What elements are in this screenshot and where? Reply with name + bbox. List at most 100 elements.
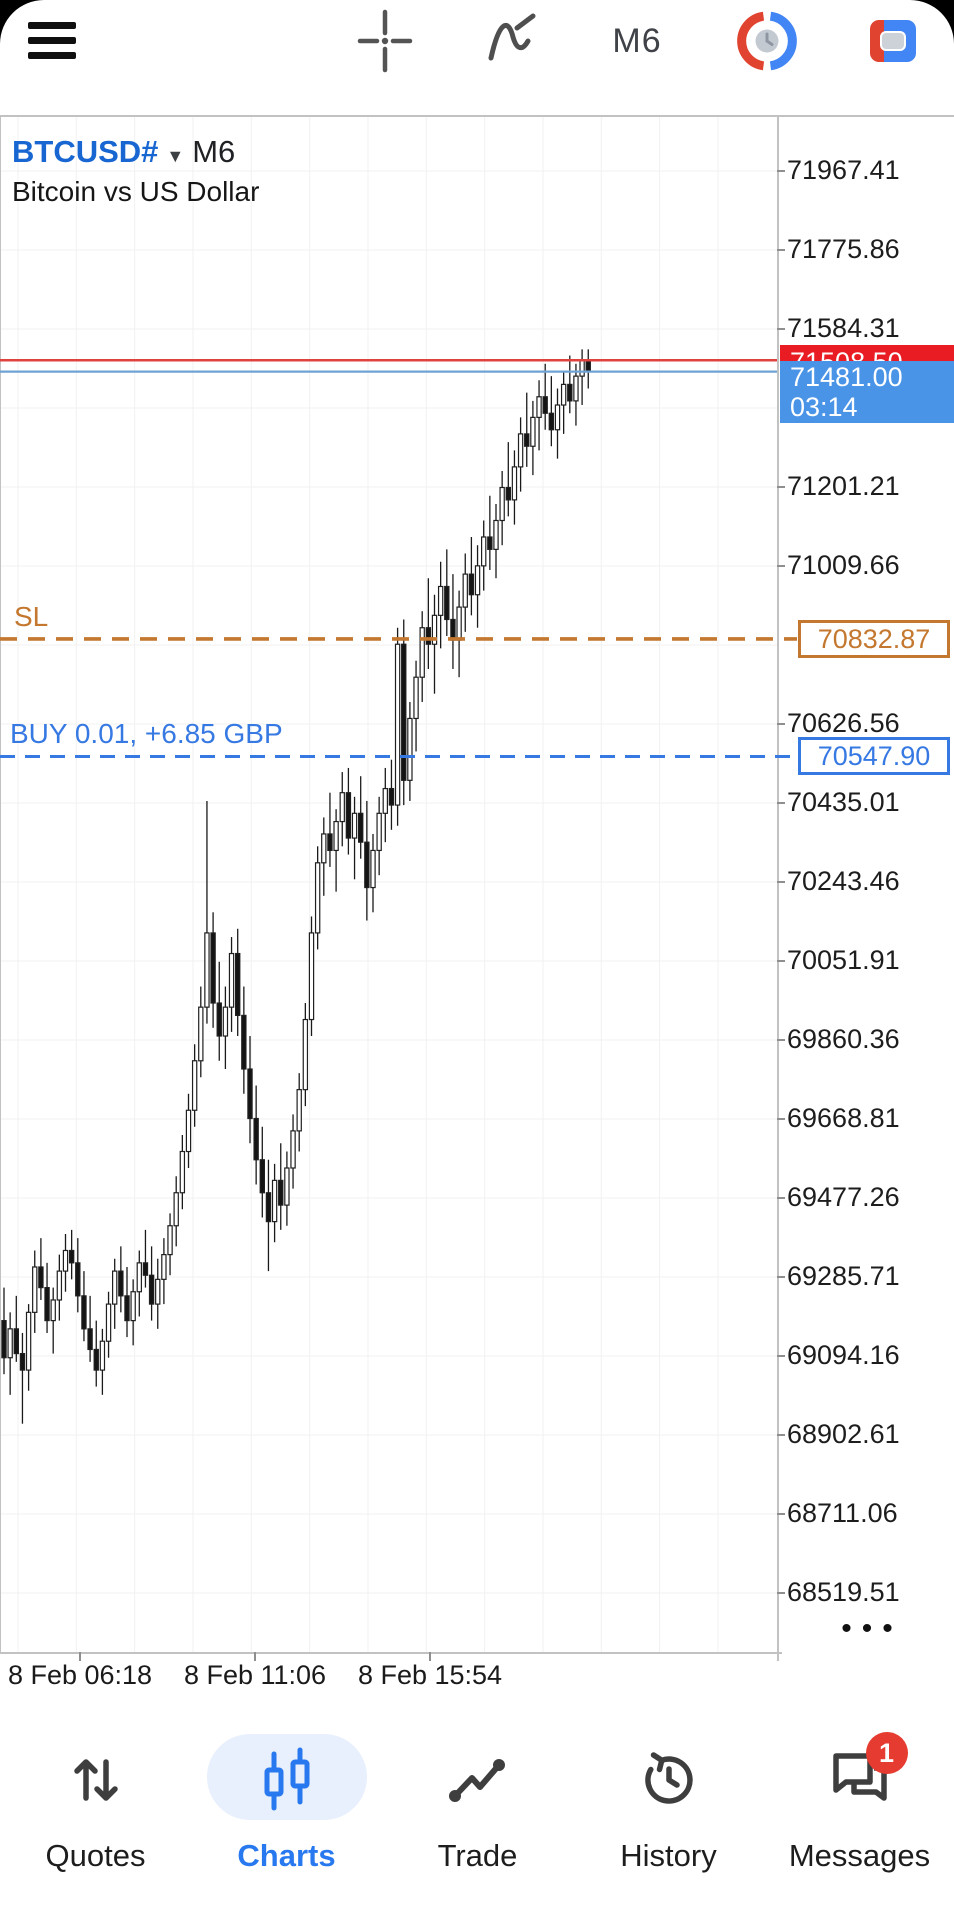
price-axis-label: 69477.26: [787, 1182, 900, 1212]
candle-body: [560, 383, 567, 406]
candle-body: [62, 1249, 69, 1272]
candle-body: [444, 585, 450, 621]
candle-body: [247, 1068, 253, 1120]
candle-body: [99, 1340, 106, 1371]
indicators-icon: [480, 9, 544, 73]
chart-frame-top: [0, 115, 954, 117]
candle-body: [462, 573, 468, 608]
candle-body: [235, 952, 241, 1017]
bid-price-value: 71481.00: [790, 362, 903, 392]
chevron-down-icon: ▼: [166, 146, 185, 166]
candle-body: [548, 412, 555, 431]
chart-more-button[interactable]: •••: [841, 1612, 903, 1645]
sl-price-tag[interactable]: 70832.87: [798, 620, 950, 658]
trade-dialog-button[interactable]: [857, 8, 929, 74]
candle-body: [481, 536, 487, 567]
candle-body: [296, 1089, 302, 1132]
candle-body: [499, 486, 505, 522]
candle-body: [364, 841, 370, 889]
nav-item-trade[interactable]: Trade: [382, 1730, 573, 1900]
menu-button[interactable]: [16, 8, 88, 74]
price-axis-line: [777, 115, 779, 1661]
candle-body: [38, 1266, 44, 1289]
candle-body: [130, 1291, 136, 1322]
candle-body: [542, 396, 548, 414]
nav-item-history[interactable]: History: [573, 1730, 764, 1900]
candle-body: [407, 717, 413, 781]
candle-body: [314, 862, 321, 934]
active-tab-pill: [206, 1734, 367, 1820]
candle-body: [50, 1299, 56, 1322]
time-axis-label: 8 Feb 11:06: [183, 1660, 327, 1690]
candle-body: [345, 792, 352, 839]
candle-body: [474, 565, 481, 596]
chart-frame-left: [0, 115, 1, 1654]
candle-body: [321, 833, 327, 864]
candle-body: [505, 486, 512, 501]
candle-body: [530, 416, 536, 447]
candle-body: [517, 433, 524, 468]
position-line-label[interactable]: BUY 0.01, +6.85 GBP: [10, 718, 283, 749]
price-axis-label: 71967.41: [787, 155, 900, 185]
candle-body: [216, 1002, 222, 1037]
candle-body: [25, 1311, 32, 1371]
trade-icon: [446, 1744, 510, 1816]
candle-body: [228, 952, 235, 1008]
chart-frame-bottom: [0, 1652, 782, 1654]
trade-dialog-icon: [861, 9, 925, 73]
symbol-name[interactable]: BTCUSD#: [12, 134, 159, 169]
position-price-tag[interactable]: 70547.90: [798, 737, 950, 775]
candle-body: [32, 1266, 38, 1313]
bid-time-value: 03:14: [790, 392, 858, 422]
nav-item-charts[interactable]: Charts: [191, 1730, 382, 1900]
candle-body: [290, 1130, 296, 1169]
crosshair-button[interactable]: [349, 8, 421, 74]
timeframe-label: M6: [612, 21, 662, 60]
screen-corner-top-left: [0, 0, 44, 44]
chart-header[interactable]: BTCUSD# ▼ M6: [12, 134, 235, 170]
sl-line-label[interactable]: SL: [14, 601, 49, 632]
candle-body: [105, 1303, 112, 1342]
nav-item-quotes[interactable]: Quotes: [0, 1730, 191, 1900]
price-axis-label: 71201.21: [787, 471, 900, 501]
candle-body: [19, 1352, 26, 1371]
candle-body: [468, 573, 475, 596]
candle-body: [167, 1225, 173, 1256]
nav-label-history: History: [620, 1838, 717, 1873]
price-axis-label: 70435.01: [787, 787, 900, 817]
candle-body: [419, 627, 425, 678]
time-axis-label: 8 Feb 15:54: [357, 1660, 503, 1690]
candle-body: [358, 812, 364, 843]
candle-body: [7, 1328, 13, 1359]
price-axis-label: 69094.16: [787, 1340, 900, 1370]
candle-body: [155, 1278, 161, 1305]
price-axis-label: 68711.06: [787, 1498, 898, 1528]
candle-body: [401, 643, 407, 781]
trading-sessions-button[interactable]: [731, 8, 803, 74]
symbol-description: Bitcoin vs US Dollar: [12, 176, 260, 207]
candle-body: [191, 1060, 198, 1111]
candle-body: [351, 812, 358, 839]
bid-price-tag: 71481.00 03:14: [780, 361, 954, 423]
indicators-button[interactable]: [476, 8, 548, 74]
candle-body: [278, 1179, 284, 1206]
candle-body: [284, 1167, 290, 1206]
candle-body: [493, 519, 499, 550]
price-axis-label: 70051.91: [787, 945, 900, 975]
candle-body: [75, 1262, 81, 1297]
candle-body: [524, 433, 530, 447]
nav-item-messages[interactable]: 1 Messages: [764, 1730, 954, 1900]
nav-label-trade: Trade: [437, 1838, 518, 1873]
candle-body: [573, 375, 579, 402]
candle-body: [68, 1249, 75, 1264]
timeframe-button[interactable]: M6: [601, 8, 673, 74]
candle-body: [87, 1328, 93, 1351]
hamburger-icon: [26, 20, 78, 62]
candle-body: [333, 820, 339, 852]
candle-body: [161, 1254, 167, 1280]
candle-body: [136, 1262, 142, 1293]
candle-body: [81, 1295, 87, 1330]
candle-body: [111, 1270, 118, 1305]
